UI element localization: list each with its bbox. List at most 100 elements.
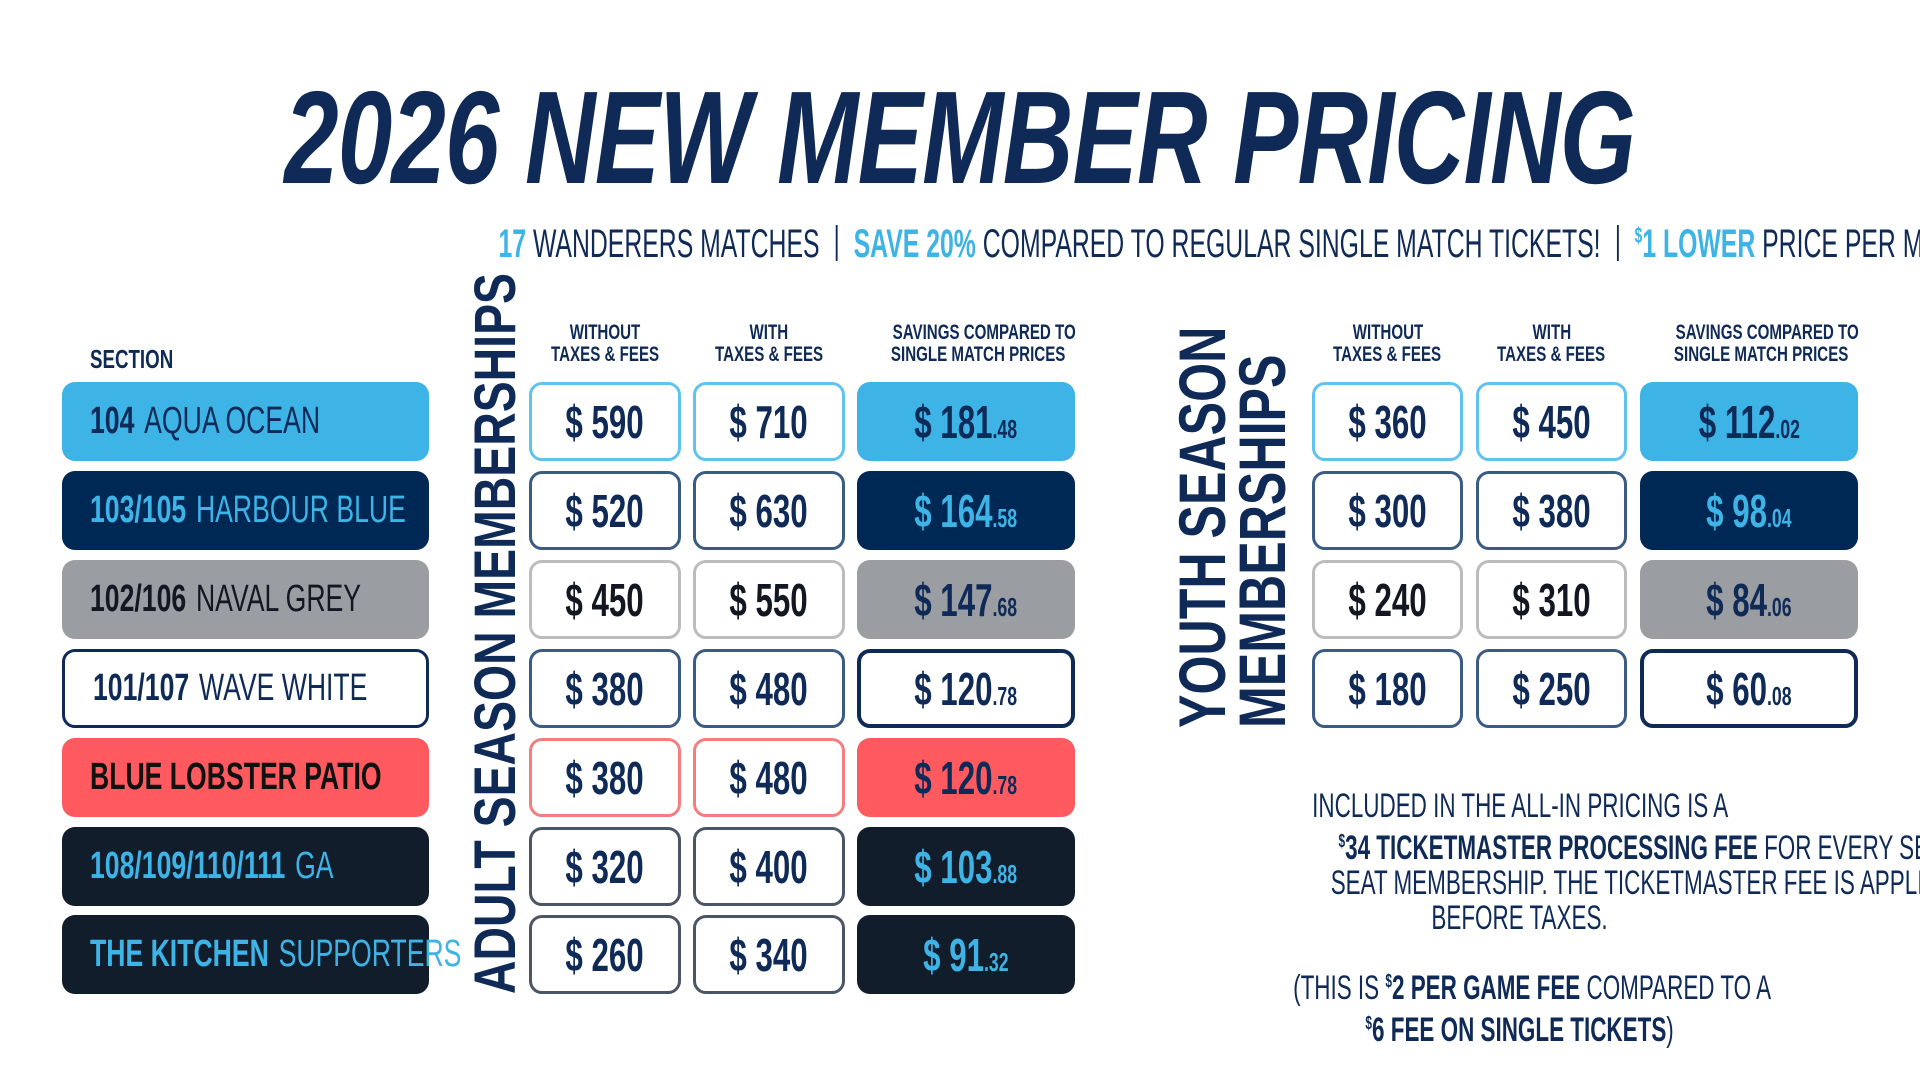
section-header: SECTION — [90, 344, 174, 374]
cents: .78 — [992, 769, 1018, 800]
adult-season-label-text: ADULT SEASON MEMBERSHIPS — [463, 273, 528, 994]
header-line: SAVINGS COMPARED TO — [1675, 321, 1859, 344]
cents: .02 — [1774, 413, 1800, 444]
note-text: (THIS IS — [1293, 969, 1386, 1007]
price: $ 480 — [729, 662, 809, 715]
price: $ 112 — [1698, 395, 1775, 448]
cents: .48 — [992, 413, 1018, 444]
note-bold: 2 PER GAME FEE — [1391, 969, 1581, 1007]
header-line: WITHOUT — [1352, 321, 1423, 344]
price: $ 400 — [729, 840, 809, 893]
subtitle-container: 17 WANDERERS MATCHES SAVE 20% COMPARED TO… — [0, 214, 1920, 266]
youth-without-naval-grey: $ 240 — [1312, 560, 1463, 639]
price: $ 180 — [1348, 662, 1427, 715]
dollar-sup: $ — [1634, 223, 1643, 248]
youth-season-label: YOUTH SEASON MEMBERSHIPS — [1165, 327, 1299, 728]
header-line: TAXES & FEES — [550, 343, 660, 366]
price: $ 450 — [565, 573, 645, 626]
price: $ 550 — [729, 573, 809, 626]
price: $ 164 — [914, 484, 993, 537]
adult-header-without: WITHOUT TAXES & FEES — [529, 322, 681, 366]
section-row-wave-white: 101/107 WAVE WHITE — [62, 649, 429, 728]
adult-with-harbour-blue: $ 630 — [693, 471, 845, 550]
page-title: 2026 NEW MEMBER PRICING — [284, 64, 1636, 211]
price: $ 480 — [729, 751, 809, 804]
adult-with-ga: $ 400 — [693, 827, 845, 906]
header-line: SINGLE MATCH PRICES — [890, 343, 1066, 366]
divider — [835, 225, 838, 261]
section-code: 102/106 — [90, 578, 187, 620]
adult-savings-ga: $ 103.88 — [857, 827, 1075, 906]
price: $ 300 — [1348, 484, 1427, 537]
price: $ 60 — [1706, 662, 1768, 715]
adult-header-with: WITH TAXES & FEES — [693, 322, 845, 366]
note-line-4: BEFORE TAXES. — [1431, 899, 1609, 937]
cents: .58 — [992, 502, 1018, 533]
youth-with-naval-grey: $ 310 — [1476, 560, 1627, 639]
divider — [1616, 225, 1619, 261]
cents: .32 — [984, 946, 1009, 977]
note-line-1: INCLUDED IN THE ALL-IN PRICING IS A — [1311, 787, 1729, 825]
section-row-the-kitchen: THE KITCHEN SUPPORTERS — [62, 915, 461, 994]
price: $ 84 — [1706, 573, 1768, 626]
header-line: SINGLE MATCH PRICES — [1673, 343, 1849, 366]
adult-without-aqua-ocean: $ 590 — [529, 382, 681, 461]
section-name: WAVE WHITE — [198, 667, 368, 709]
youth-without-aqua-ocean: $ 360 — [1312, 382, 1463, 461]
note-text: ) — [1666, 1011, 1675, 1049]
note-bold: 6 FEE ON SINGLE TICKETS — [1372, 1011, 1667, 1049]
price: $ 630 — [729, 484, 809, 537]
price: $ 380 — [565, 662, 645, 715]
price: $ 380 — [1512, 484, 1591, 537]
youth-season-label-line2: MEMBERSHIPS — [1225, 354, 1299, 728]
section-name: SUPPORTERS — [278, 933, 462, 975]
price: $ 147 — [914, 573, 993, 626]
fee-comparison-note: (THIS IS $2 PER GAME FEE COMPARED TO A $… — [1170, 964, 1870, 1048]
note-text: FOR EVERY SEASON — [1764, 829, 1920, 867]
adult-savings-aqua-ocean: $ 181.48 — [857, 382, 1075, 461]
section-row-blue-lobster-patio: BLUE LOBSTER PATIO — [62, 738, 429, 817]
note-text: COMPARED TO A — [1580, 969, 1772, 1007]
youth-with-wave-white: $ 250 — [1476, 649, 1627, 728]
youth-header-savings: SAVINGS COMPARED TO SINGLE MATCH PRICES — [1640, 321, 1859, 366]
price: $ 320 — [565, 840, 645, 893]
header-line: WITH — [1532, 321, 1571, 344]
price: $ 380 — [565, 751, 645, 804]
section-code: BLUE LOBSTER PATIO — [90, 756, 382, 798]
section-row-ga: 108/109/110/111 GA — [62, 827, 429, 906]
cents: .06 — [1767, 591, 1792, 622]
title-container: 2026 NEW MEMBER PRICING — [0, 64, 1920, 211]
price: $ 520 — [565, 484, 645, 537]
dollar-sup: $ — [1365, 1013, 1373, 1033]
matches-text: WANDERERS MATCHES — [526, 222, 820, 266]
price: $ 450 — [1512, 395, 1591, 448]
price: $ 120 — [914, 662, 993, 715]
youth-savings-harbour-blue: $ 98.04 — [1640, 471, 1858, 550]
adult-season-label: ADULT SEASON MEMBERSHIPS — [463, 273, 528, 994]
adult-without-harbour-blue: $ 520 — [529, 471, 681, 550]
note-line-3: SEAT MEMBERSHIP. THE TICKETMASTER FEE IS… — [1330, 864, 1920, 902]
subtitle: 17 WANDERERS MATCHES SAVE 20% COMPARED TO… — [498, 214, 1920, 266]
section-name: NAVAL GREY — [195, 578, 362, 620]
adult-savings-harbour-blue: $ 164.58 — [857, 471, 1075, 550]
header-line: WITH — [749, 321, 789, 344]
price: $ 240 — [1348, 573, 1427, 626]
header-line: TAXES & FEES — [714, 343, 824, 366]
cents: .88 — [992, 858, 1018, 889]
adult-savings-the-kitchen: $ 91.32 — [857, 915, 1075, 994]
section-code: 104 — [90, 400, 135, 442]
youth-with-harbour-blue: $ 380 — [1476, 471, 1627, 550]
lower-text: PRICE PER MATCH THAN 2025 — [1762, 222, 1920, 266]
section-code: THE KITCHEN — [90, 933, 269, 975]
youth-savings-wave-white: $ 60.08 — [1640, 649, 1858, 728]
lower-highlight: 1 LOWER — [1642, 222, 1756, 266]
section-row-aqua-ocean: 104 AQUA OCEAN — [62, 382, 429, 461]
youth-season-label-line1: YOUTH SEASON — [1165, 326, 1239, 728]
section-code: 103/105 — [90, 489, 187, 531]
youth-with-aqua-ocean: $ 450 — [1476, 382, 1627, 461]
section-name: GA — [295, 845, 334, 887]
cents: .78 — [992, 680, 1018, 711]
note-line-6: $6 FEE ON SINGLE TICKETS) — [1366, 1006, 1674, 1048]
header-line: TAXES & FEES — [1497, 343, 1606, 366]
adult-with-naval-grey: $ 550 — [693, 560, 845, 639]
